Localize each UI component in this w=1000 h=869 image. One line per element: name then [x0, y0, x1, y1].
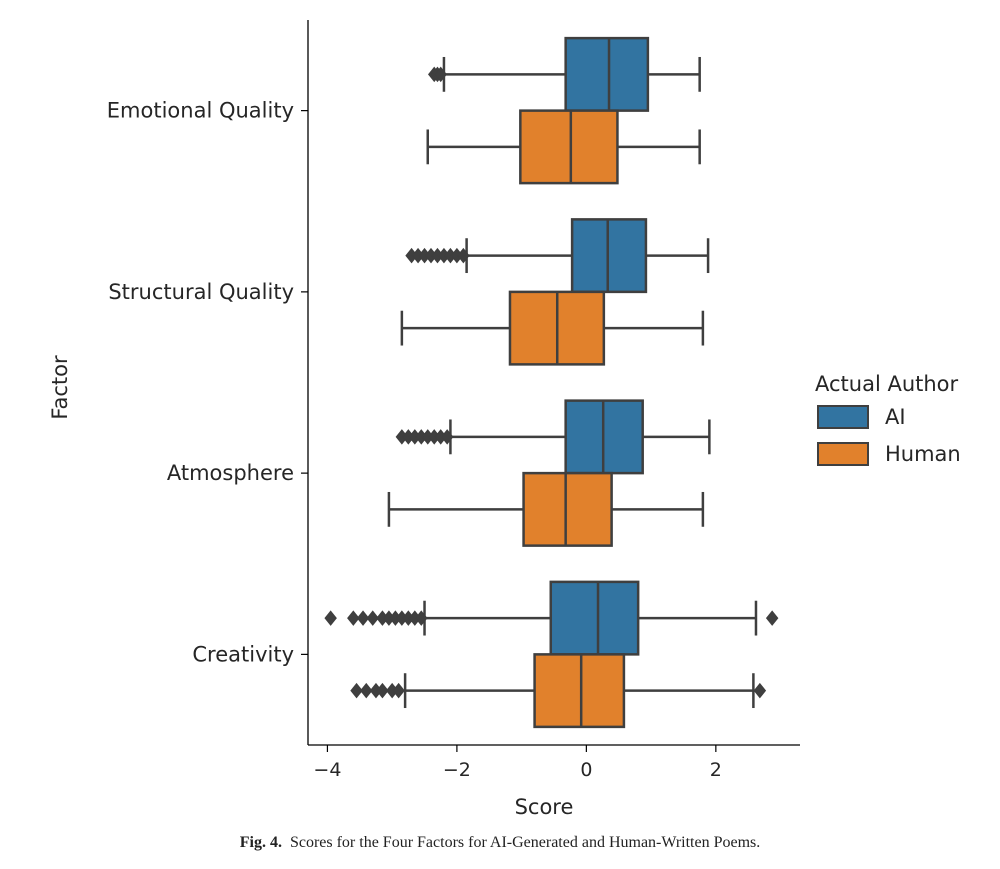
y-category-label: Emotional Quality	[107, 99, 294, 123]
outlier-point	[350, 682, 363, 699]
x-tick-label: −2	[443, 759, 471, 781]
outlier-point	[376, 682, 389, 699]
factor-score-boxplot: −4 −2 0 2 Emotional Quality Structural Qualit…	[48, 20, 961, 819]
box-human	[519, 109, 619, 185]
legend-label-ai: AI	[885, 405, 906, 429]
figure-caption: Fig. 4. Scores for the Four Factors for …	[0, 834, 1000, 852]
outlier-point	[360, 682, 373, 699]
y-axis-title: Factor	[48, 355, 72, 420]
legend-swatch-human	[817, 442, 869, 466]
x-axis-title: Score	[515, 795, 574, 819]
y-category-label: Atmosphere	[167, 461, 294, 485]
outlier-point	[440, 429, 454, 445]
outlier-point	[415, 610, 428, 626]
outlier-point	[457, 247, 470, 264]
outlier-point	[765, 610, 779, 626]
outlier-point	[366, 610, 379, 626]
y-category-label: Structural Quality	[108, 280, 294, 304]
box-ai	[570, 218, 648, 294]
x-tick-label: 0	[580, 759, 592, 781]
legend-swatch-ai	[817, 405, 869, 429]
outlier-point	[392, 682, 405, 699]
box-ai	[564, 36, 650, 112]
legend-label-human: Human	[885, 442, 961, 466]
figure-caption-text: Scores for the Four Factors for AI-Gener…	[289, 834, 761, 851]
outlier-point	[434, 66, 447, 83]
outlier-point	[347, 610, 360, 626]
y-category-label: Creativity	[192, 642, 294, 666]
legend-title: Actual Author	[815, 372, 959, 396]
box-ai	[549, 580, 640, 656]
outlier-point	[356, 610, 370, 626]
x-tick-label: −4	[313, 759, 341, 781]
box-human	[522, 471, 613, 547]
outlier-point	[324, 610, 337, 626]
outlier-point	[753, 682, 767, 699]
x-tick-label: 2	[710, 759, 722, 781]
figure-caption-label: Fig. 4.	[239, 834, 282, 851]
box-human	[533, 653, 626, 729]
